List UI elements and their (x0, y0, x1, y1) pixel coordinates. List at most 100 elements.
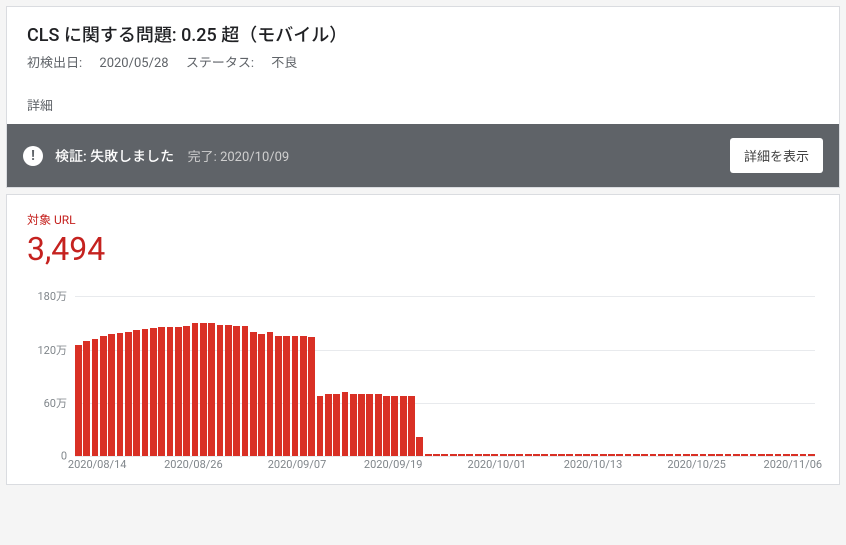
bar (616, 454, 623, 456)
metric-value: 3,494 (27, 230, 819, 268)
bar (117, 333, 124, 457)
chart-wrap: 180万120万60万0 2020/08/142020/08/262020/09… (27, 296, 819, 476)
bar (325, 394, 332, 456)
bar (750, 454, 757, 456)
bar (666, 454, 673, 456)
bar (350, 394, 357, 456)
x-tick: 2020/11/06 (764, 458, 823, 471)
bar (366, 394, 373, 456)
bar (300, 336, 307, 456)
bar (691, 454, 698, 456)
bar (558, 454, 565, 456)
bar (483, 454, 490, 456)
bar (658, 454, 665, 456)
bar (242, 326, 249, 456)
y-axis: 180万120万60万0 (27, 296, 71, 456)
bar (375, 394, 382, 456)
bar (250, 332, 257, 456)
bar (683, 454, 690, 456)
bar (733, 454, 740, 456)
verification-bar: ! 検証: 失敗しました 完了: 2020/10/09 詳細を表示 (7, 124, 839, 187)
bar (192, 323, 199, 456)
bar (125, 332, 132, 456)
bar (700, 454, 707, 456)
y-tick: 120万 (37, 342, 67, 358)
bar (475, 454, 482, 456)
bar (100, 336, 107, 456)
bar (258, 334, 265, 456)
bar (433, 454, 440, 456)
verify-done-date: 2020/10/09 (220, 150, 289, 165)
metric-label: 対象 URL (27, 211, 819, 228)
chart-card: 対象 URL 3,494 180万120万60万0 2020/08/142020… (6, 194, 840, 485)
bar (541, 454, 548, 456)
x-tick: 2020/10/01 (468, 458, 527, 471)
bar (791, 454, 798, 456)
bar (466, 454, 473, 456)
bar (391, 396, 398, 456)
bar (716, 454, 723, 456)
bar (800, 454, 807, 456)
bar (441, 454, 448, 456)
verify-result: 失敗しました (90, 149, 174, 165)
verify-done-label: 完了: (188, 150, 217, 165)
bar (525, 454, 532, 456)
bar (217, 325, 224, 457)
bar (283, 336, 290, 456)
bar (317, 396, 324, 456)
bar (766, 454, 773, 456)
bar (641, 454, 648, 456)
bar (167, 327, 174, 456)
x-tick: 2020/09/07 (268, 458, 327, 471)
bar (500, 454, 507, 456)
verify-label: 検証: (55, 149, 87, 165)
y-tick: 60万 (44, 395, 67, 411)
x-tick: 2020/09/19 (364, 458, 423, 471)
bar (416, 437, 423, 457)
bar (150, 328, 157, 456)
bar (608, 454, 615, 456)
bar (458, 454, 465, 456)
details-link[interactable]: 詳細 (27, 95, 819, 114)
bar (650, 454, 657, 456)
bar (333, 394, 340, 456)
bar (308, 337, 315, 456)
bar (450, 454, 457, 456)
status-value: 不良 (271, 56, 297, 71)
bar (625, 454, 632, 456)
x-tick: 2020/10/13 (564, 458, 623, 471)
bar (142, 329, 149, 456)
bar (275, 336, 282, 456)
y-tick: 0 (61, 450, 67, 463)
bar (725, 454, 732, 456)
bar (708, 454, 715, 456)
bars-container (75, 296, 815, 456)
bar (358, 394, 365, 456)
x-axis: 2020/08/142020/08/262020/09/072020/09/19… (75, 458, 815, 476)
bar (425, 454, 432, 456)
bar (233, 326, 240, 457)
x-tick: 2020/08/26 (164, 458, 223, 471)
verification-text: 検証: 失敗しました 完了: 2020/10/09 (55, 146, 289, 166)
bar (133, 330, 140, 456)
first-detected-label: 初検出日: (27, 56, 82, 71)
issue-header-card: CLS に関する問題: 0.25 超（モバイル） 初検出日: 2020/05/2… (6, 6, 840, 188)
bar (225, 325, 232, 457)
first-detected-value: 2020/05/28 (99, 56, 168, 71)
bar (758, 454, 765, 456)
bar (83, 341, 90, 457)
bar (400, 396, 407, 456)
bar (92, 339, 99, 456)
bar (292, 336, 299, 456)
bar (533, 454, 540, 456)
alert-icon: ! (23, 146, 43, 166)
issue-subline: 初検出日: 2020/05/28 ステータス: 不良 (27, 52, 819, 71)
bar (600, 454, 607, 456)
y-tick: 180万 (37, 288, 67, 304)
grid-line (75, 456, 815, 457)
bar (583, 454, 590, 456)
bar (175, 327, 182, 456)
bar (633, 454, 640, 456)
show-details-button[interactable]: 詳細を表示 (730, 138, 823, 173)
bar (383, 396, 390, 456)
